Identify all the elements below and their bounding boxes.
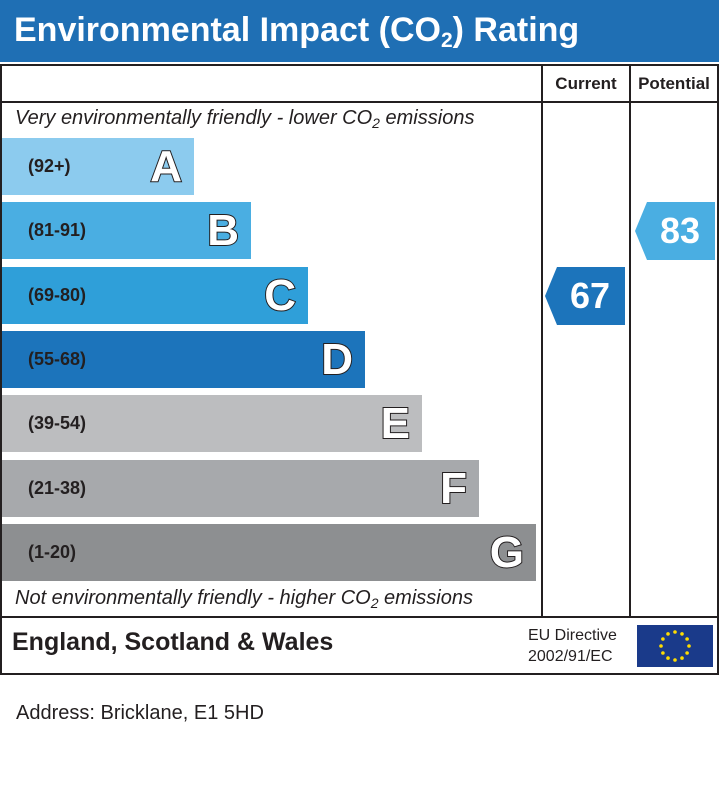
frame-top-border: [0, 64, 719, 66]
band-g: (1-20) G: [2, 523, 536, 581]
frame-bottom-border: [0, 673, 719, 675]
footer-divider: [0, 616, 719, 618]
band-range-label: (39-54): [28, 413, 87, 434]
band-letter: G: [489, 527, 525, 578]
band-d: (55-68) D: [2, 330, 365, 388]
band-letter: B: [206, 205, 240, 256]
band-range-label: (69-80): [28, 284, 87, 305]
band-letter: C: [263, 270, 297, 321]
eu-star: [687, 644, 691, 648]
frame-right-border: [717, 64, 719, 675]
band-f: (21-38) F: [2, 459, 479, 517]
region-label: England, Scotland & Wales: [12, 628, 334, 656]
potential-rating-arrow-value: 83: [659, 210, 701, 252]
band-b: (81-91) B: [2, 202, 251, 260]
eu-star: [680, 656, 684, 660]
address-text: Address: Bricklane, E1 5HD: [16, 702, 264, 724]
current-rating-arrow-value: 67: [569, 274, 611, 316]
eu-flag-icon: [637, 625, 713, 667]
eu-star: [673, 658, 677, 662]
band-c: (69-80) C: [2, 266, 308, 324]
potential-column-divider: [629, 64, 631, 617]
eu-star: [685, 637, 689, 641]
eu-star: [680, 632, 684, 636]
eu-star: [659, 644, 663, 648]
eu-star: [666, 656, 670, 660]
potential-rating-arrow: 83: [635, 202, 715, 261]
band-e: (39-54) E: [2, 395, 422, 453]
band-a: (92+) A: [2, 138, 194, 195]
potential-column-header: Potential: [638, 74, 710, 93]
current-column-header: Current: [555, 74, 617, 93]
current-column-divider: [541, 64, 543, 617]
band-letter: E: [380, 398, 411, 449]
title-bar: Environmental Impact (CO2) Rating: [0, 0, 719, 62]
eu-star: [661, 651, 665, 655]
band-range-label: (92+): [28, 156, 71, 176]
chart-title: Environmental Impact (CO2) Rating: [14, 11, 580, 52]
band-range-label: (1-20): [28, 541, 77, 562]
current-rating-arrow-shape: [545, 266, 625, 325]
band-range-label: (81-91): [28, 220, 87, 241]
band-letter: D: [320, 334, 354, 385]
eu-star: [666, 632, 670, 636]
top-caption: Very environmentally friendly - lower CO…: [15, 107, 475, 131]
band-letter: A: [149, 141, 183, 192]
band-letter: F: [439, 463, 468, 514]
bottom-caption: Not environmentally friendly - higher CO…: [15, 587, 473, 611]
eu-directive-label: EU Directive: [528, 627, 617, 644]
eu-star: [673, 630, 677, 634]
eu-star: [661, 637, 665, 641]
eu-star: [685, 651, 689, 655]
current-rating-arrow: 67: [545, 266, 625, 325]
header-divider: [0, 101, 719, 103]
frame-left-border: [0, 64, 2, 675]
band-range-label: (21-38): [28, 477, 87, 498]
potential-rating-arrow-shape: [635, 202, 715, 261]
eu-directive-number: 2002/91/EC: [528, 648, 613, 665]
band-range-label: (55-68): [28, 348, 87, 369]
